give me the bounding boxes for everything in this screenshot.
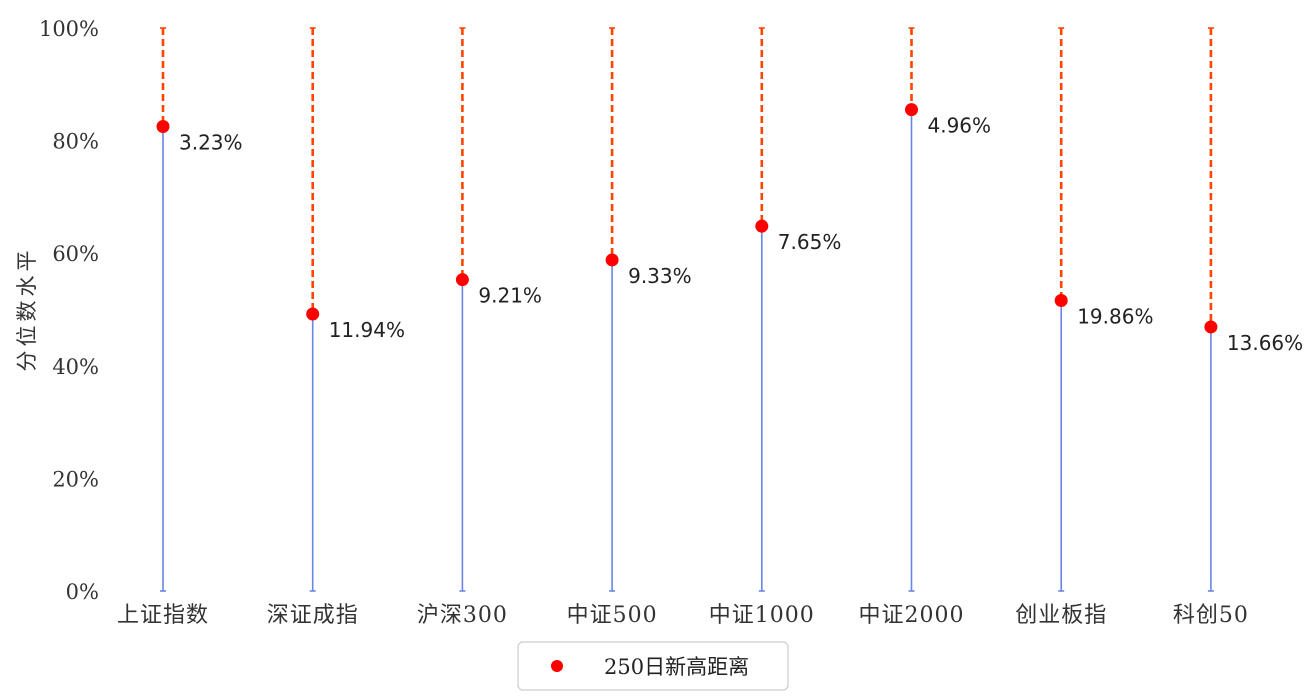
legend-marker [551,660,563,672]
x-axis-ticks: 上证指数 深证成指 沪深300 中证500 中证1000 中证2000 创业板指 科创50 [117,603,1249,628]
data-label: 4.96% [928,114,992,138]
data-point [1054,293,1068,307]
data-label: 19.86% [1077,304,1153,328]
data-label: 11.94% [329,318,405,342]
legend: 250日新高距离 [517,641,789,691]
data-point [605,253,619,267]
x-tick-label: 科创50 [1173,603,1249,628]
y-tick-label: 40% [52,355,99,379]
x-tick-label: 深证成指 [267,603,359,628]
data-label: 9.33% [628,264,692,288]
legend-label: 250日新高距离 [604,655,749,679]
data-label: 13.66% [1227,331,1303,355]
y-tick-label: 80% [52,130,99,154]
data-point [905,103,918,117]
y-tick-label: 20% [52,467,99,491]
y-tick-label: 60% [52,242,99,266]
x-tick-label: 上证指数 [117,603,209,628]
data-point [306,307,320,321]
data-point [455,273,469,287]
data-point [1204,320,1218,334]
data-point [755,219,769,233]
y-tick-label: 0% [66,580,99,604]
y-axis-label: 分位数水平 [15,247,39,372]
data-label: 7.65% [778,230,842,254]
x-tick-label: 沪深300 [417,603,508,628]
x-tick-label: 中证1000 [709,603,815,628]
x-tick-label: 中证500 [567,603,658,628]
y-axis-ticks: 0% 20% 40% 60% 80% 100% [39,17,99,604]
lollipop-marks: 3.23% 11.94% 9.21% 9.33% 7.65% 4.96% 19.86% 13.… [156,27,1303,592]
data-label: 9.21% [478,284,542,308]
data-label: 3.23% [179,131,243,155]
x-tick-label: 创业板指 [1015,603,1107,628]
data-point [156,120,170,134]
y-tick-label: 100% [39,17,99,41]
x-tick-label: 中证2000 [859,603,965,628]
legend-box [517,641,789,691]
